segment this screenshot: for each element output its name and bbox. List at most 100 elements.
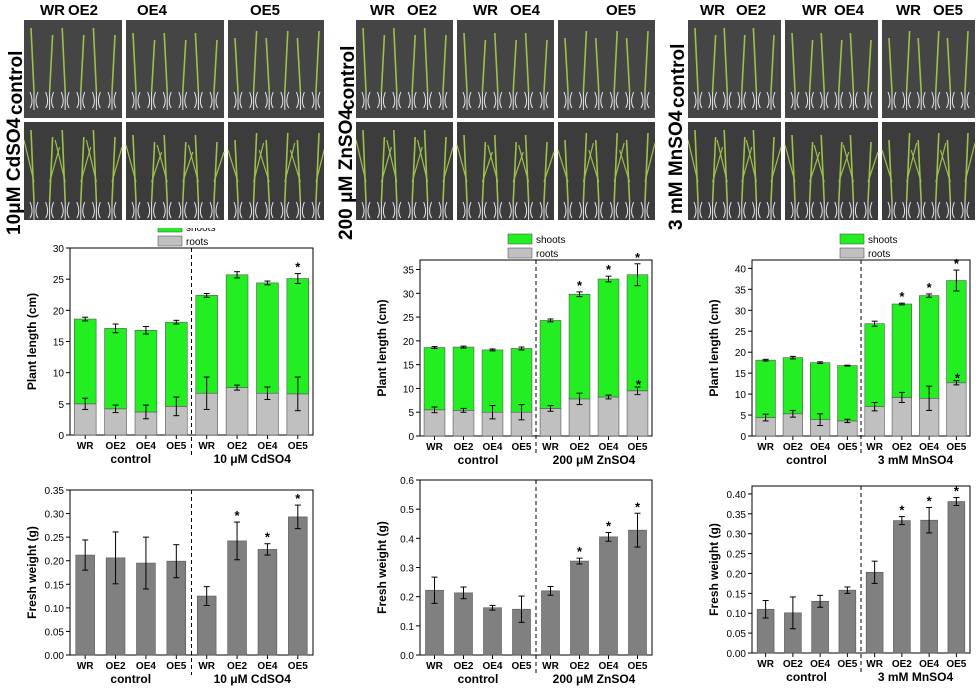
plant-shoot [838,141,843,203]
plant-root [131,201,141,220]
plant-root [45,91,55,110]
group-label: control [786,670,827,684]
plant-shoot [296,37,302,93]
x-tick-label: OE4 [136,661,156,672]
legend-swatch-roots [507,247,533,259]
plant-root [834,91,844,110]
significance-marker: * [606,519,612,534]
plant-shoot [393,27,398,93]
roots-bar [225,387,249,436]
weight-bar [541,590,560,656]
y-axis-label: Fresh weight (g) [375,521,389,614]
significance-marker: * [954,256,960,271]
plant-root [423,201,433,220]
y-tick-label: 35 [403,266,415,277]
group-label: control [110,452,151,466]
plant-shoot [935,30,940,93]
plant-root [609,201,619,220]
photo-tile [356,122,453,220]
plant-shoot [917,37,922,93]
y-axis-label: Fresh weight (g) [707,523,721,616]
plant-shoot [625,37,631,93]
plant-leaf [712,146,724,183]
y-tick-label: 0.15 [45,580,65,591]
plant-leaf [442,146,454,183]
plant-leaf [456,144,468,183]
plant-root [640,201,650,220]
plant-shoot [30,27,35,93]
plant-shoot [163,134,168,203]
plant-root [834,201,844,220]
y-tick-label: 10 [403,384,415,395]
plant-root [147,91,157,110]
plant-shoot [92,27,98,93]
x-tick-label: OE2 [453,661,473,672]
x-tick-label: OE4 [919,442,939,453]
plant-shoot [564,37,569,93]
x-tick-label: OE5 [166,661,186,672]
plant-shoot [234,37,239,93]
group-label: control [458,672,499,686]
group-label: 3 mM MnSO4 [878,453,954,467]
fresh-weight-chart: 0.00 0.05 0.10 0.15 0.20 0.25 0.30 0.35 Fresh we… [25,486,314,686]
plant-shoot [92,129,98,203]
plant-root [438,201,448,220]
weight-bar [599,536,618,656]
plant-root [508,201,518,220]
x-tick-label: OE2 [569,442,589,453]
y-tick-label: 10 [53,369,65,380]
plant-root [766,201,776,220]
plant-root [29,91,39,110]
plant-shoot [252,30,258,93]
plant-shoot [423,27,429,93]
x-tick-label: OE5 [511,442,531,453]
row-label-control: control [668,43,689,108]
plant-root [361,201,371,220]
plant-shoot [964,30,969,93]
plant-root [178,201,188,220]
plant-leaf [842,144,854,183]
plant-leaf [745,139,757,183]
x-tick-label: OE2 [106,441,126,452]
photo-tile [882,122,975,220]
x-tick-label: OE4 [482,442,502,453]
plant-shoot [964,132,969,203]
plant-leaf [417,139,429,183]
photo-tile [558,122,655,220]
plant-root [722,201,732,220]
plant-root [640,91,650,110]
significance-marker: * [295,260,301,275]
legend-label-roots: roots [868,249,890,260]
plant-leaf [543,151,555,183]
fresh-weight-chart: 0.00 0.05 0.10 0.15 0.20 0.25 0.30 0.35 0.40 Fres… [707,484,971,684]
plant-root [376,91,386,110]
row-label-treatment: 200 μM ZnSO4 [336,109,357,240]
plant-shoot [741,136,746,203]
x-tick-label: OE5 [946,659,966,670]
y-tick-label: 30 [403,289,415,300]
y-tick-label: 0.35 [45,486,65,497]
plant-root [693,91,703,110]
plant-root [107,201,117,220]
plant-shoot [820,134,825,203]
plant-root [594,201,604,220]
x-tick-label: OE4 [257,441,277,452]
plant-length-chart: 0 5 10 15 20 25 30 35 Plant length (cm) WR OE2 OE4 O… [375,233,653,467]
plant-root [462,201,472,220]
plant-shoot [694,27,699,93]
plant-shoot [741,34,746,93]
plant-shoot [917,139,922,203]
plant-leaf [644,142,656,183]
plant-leaf [24,139,35,183]
plant-root [295,91,305,110]
plant-shoot [791,134,796,203]
x-tick-label: OE2 [569,661,589,672]
x-tick-label: OE4 [598,442,618,453]
plant-shoot [524,32,530,93]
roots-bar [539,408,562,437]
plant-leaf [315,148,324,183]
plant-root [209,201,219,220]
plant-shoot [481,39,487,93]
plant-shoot [494,32,499,93]
plant-leaf [253,142,265,183]
